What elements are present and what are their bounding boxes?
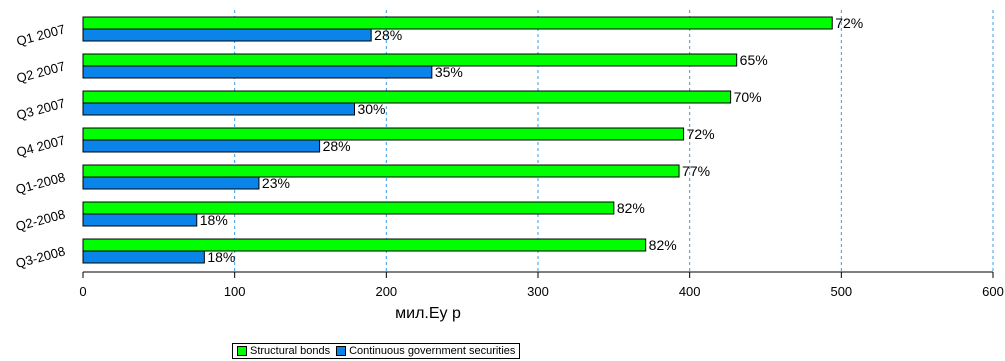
category-label: Q2 2007 <box>15 58 67 85</box>
legend-label-structural-bonds: Structural bonds <box>250 345 331 357</box>
x-axis-label: мил.Еу р <box>395 305 461 322</box>
category-label: Q3-2008 <box>14 243 67 271</box>
x-tick-label: 300 <box>527 284 549 299</box>
bar-structural-bonds <box>82 53 738 67</box>
data-label: 82% <box>617 200 645 216</box>
bar-government-securities <box>82 102 355 116</box>
x-tick-label: 500 <box>830 284 852 299</box>
x-tick-label: 0 <box>79 284 86 299</box>
data-label: 18% <box>200 212 228 228</box>
legend-item-structural-bonds: Structural bonds <box>237 345 330 357</box>
x-tick-label: 200 <box>375 284 397 299</box>
data-label: 72% <box>835 15 863 31</box>
x-tick-label: 100 <box>224 284 246 299</box>
bar-structural-bonds <box>82 164 680 178</box>
data-label: 18% <box>207 249 235 265</box>
bar-government-securities <box>82 65 433 79</box>
bar-government-securities <box>82 139 321 153</box>
bar-government-securities <box>82 28 372 42</box>
data-label: 72% <box>687 126 715 142</box>
data-label: 30% <box>357 101 385 117</box>
bar-structural-bonds <box>82 16 833 30</box>
category-label: Q3 2007 <box>15 95 67 122</box>
legend-label-government-securities: Continuous government securities <box>349 345 516 357</box>
data-label: 77% <box>682 163 710 179</box>
bar-government-securities <box>82 176 260 190</box>
category-label: Q4 2007 <box>15 132 67 159</box>
bar-structural-bonds <box>82 127 685 141</box>
legend-swatch-structural-bonds <box>237 346 247 356</box>
data-label: 28% <box>323 138 351 154</box>
data-label: 82% <box>649 237 677 253</box>
data-label: 70% <box>734 89 762 105</box>
legend-swatch-government-securities <box>336 346 347 356</box>
category-label: Q1-2008 <box>14 169 67 197</box>
category-label: Q2-2008 <box>14 206 67 234</box>
x-tick-label: 400 <box>679 284 701 299</box>
bar-structural-bonds <box>82 90 732 104</box>
data-label: 23% <box>262 175 290 191</box>
category-label: Q1 2007 <box>15 21 67 48</box>
legend: Structural bonds Continuous government s… <box>232 343 521 359</box>
bar-government-securities <box>82 250 205 264</box>
legend-item-government-securities: Continuous government securities <box>336 345 515 357</box>
x-tick-label: 600 <box>982 284 1004 299</box>
bar-structural-bonds <box>82 238 647 252</box>
bar-government-securities <box>82 213 198 227</box>
data-label: 65% <box>740 52 768 68</box>
data-label: 28% <box>374 27 402 43</box>
data-label: 35% <box>435 64 463 80</box>
bar-structural-bonds <box>82 201 615 215</box>
